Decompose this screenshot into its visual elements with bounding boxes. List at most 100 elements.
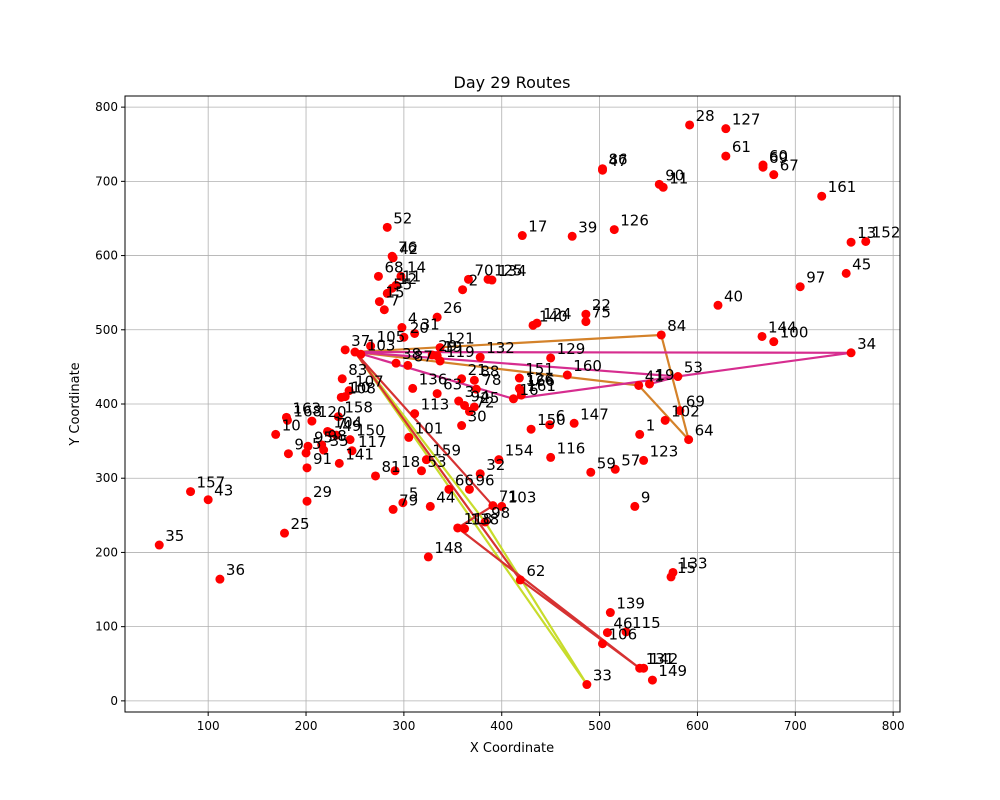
point-label: 59: [597, 454, 616, 472]
point-marker: [373, 271, 383, 281]
y-tick-label: 0: [110, 694, 118, 708]
point-label: 160: [573, 357, 602, 375]
point-label: 126: [620, 212, 649, 230]
point-label: 148: [434, 539, 463, 557]
x-tick-label: 100: [197, 719, 220, 733]
point-marker: [528, 320, 538, 330]
point-marker: [516, 390, 526, 400]
y-tick-label: 300: [95, 471, 118, 485]
point-label: 76: [398, 238, 417, 256]
point-marker: [658, 182, 668, 192]
point-marker: [757, 331, 767, 341]
point-label: 11: [402, 267, 421, 285]
y-tick-label: 200: [95, 545, 118, 559]
point-label: 52: [393, 209, 412, 227]
point-marker: [460, 400, 470, 410]
point-marker: [331, 430, 341, 440]
point-marker: [435, 356, 445, 366]
point-marker: [186, 487, 196, 497]
point-label: 11: [669, 169, 688, 187]
point-label: 37: [351, 332, 370, 350]
point-label: 75: [592, 304, 611, 322]
point-marker: [586, 467, 596, 477]
point-label: 19: [655, 366, 674, 384]
x-tick-label: 300: [392, 719, 415, 733]
point-marker: [444, 484, 454, 494]
point-marker: [817, 191, 827, 201]
point-marker: [673, 372, 683, 382]
point-label: 142: [650, 650, 679, 668]
point-marker: [282, 415, 292, 425]
point-label: 35: [165, 527, 184, 545]
point-marker: [769, 337, 779, 347]
point-label: 34: [857, 335, 876, 353]
point-marker: [432, 312, 442, 322]
point-marker: [382, 222, 392, 232]
point-label: 154: [505, 442, 534, 460]
point-label: 1: [646, 416, 656, 434]
point-label: 21: [468, 361, 487, 379]
point-marker: [494, 455, 504, 465]
point-label: 134: [498, 262, 527, 280]
point-marker: [403, 360, 413, 370]
point-marker: [569, 418, 579, 428]
point-marker: [517, 231, 527, 241]
point-label: 161: [527, 377, 556, 395]
x-tick-label: 800: [882, 719, 905, 733]
point-label: 14: [407, 258, 426, 276]
point-marker: [301, 448, 311, 458]
point-marker: [333, 412, 343, 422]
point-marker: [302, 463, 312, 473]
point-marker: [635, 429, 645, 439]
point-marker: [374, 297, 384, 307]
point-label: 161: [828, 178, 857, 196]
point-marker: [475, 469, 485, 479]
point-marker: [319, 445, 329, 455]
point-marker: [581, 309, 591, 319]
point-marker: [469, 402, 479, 412]
point-label: 55: [393, 275, 412, 293]
point-marker: [458, 285, 468, 295]
point-marker: [609, 225, 619, 235]
point-marker: [347, 446, 357, 456]
y-tick-label: 400: [95, 397, 118, 411]
point-marker: [488, 501, 498, 511]
point-label: 133: [679, 554, 708, 572]
point-label: 103: [367, 336, 396, 354]
point-marker: [861, 236, 871, 246]
point-label: 120: [318, 403, 347, 421]
point-label: 71: [499, 488, 518, 506]
point-label: 45: [852, 255, 871, 273]
point-marker: [423, 552, 433, 562]
point-marker: [203, 495, 213, 505]
point-label: 141: [345, 445, 374, 463]
point-label: 69: [686, 393, 705, 411]
point-label: 106: [609, 626, 638, 644]
point-marker: [302, 496, 312, 506]
point-marker: [610, 464, 620, 474]
point-label: 79: [399, 491, 418, 509]
point-label: 101: [415, 419, 444, 437]
point-label: 139: [616, 595, 645, 613]
point-label: 157: [197, 474, 226, 492]
point-marker: [399, 332, 409, 342]
point-label: 47: [609, 152, 628, 170]
point-label: 152: [872, 223, 901, 241]
point-label: 13: [857, 224, 876, 242]
point-marker: [421, 455, 431, 465]
point-label: 25: [291, 515, 310, 533]
point-label: 39: [578, 218, 597, 236]
point-marker: [639, 663, 649, 673]
y-tick-label: 500: [95, 323, 118, 337]
point-label: 166: [526, 372, 555, 390]
point-label: 61: [732, 138, 751, 156]
point-label: 113: [421, 396, 450, 414]
x-axis-label: X Coordinate: [470, 741, 554, 756]
point-label: 72: [475, 393, 494, 411]
point-marker: [397, 323, 407, 333]
point-label: 28: [696, 107, 715, 125]
point-label: 9: [294, 436, 304, 454]
point-marker: [404, 432, 414, 442]
point-label: 117: [358, 433, 387, 451]
